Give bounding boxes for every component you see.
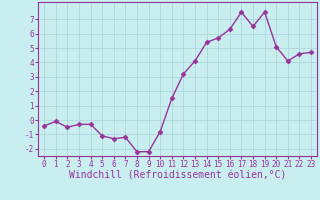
X-axis label: Windchill (Refroidissement éolien,°C): Windchill (Refroidissement éolien,°C): [69, 171, 286, 181]
